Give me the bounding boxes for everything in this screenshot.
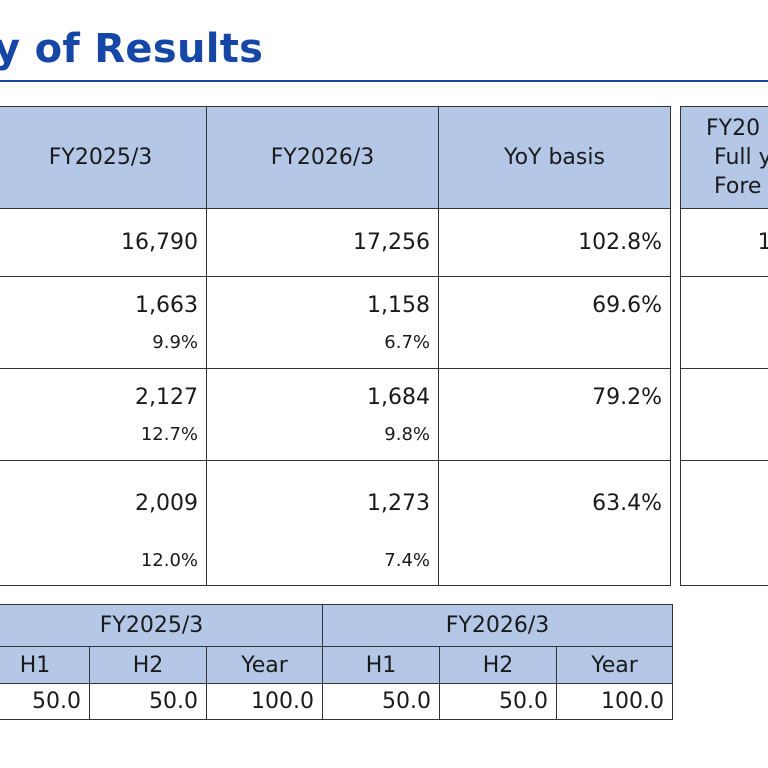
cell-fy2026: 1,273 7.4% <box>206 460 439 586</box>
sub-header-h2: H2 <box>439 646 557 684</box>
cell-fy2026: 1,158 6.7% <box>206 276 439 369</box>
page-title: y of Results <box>0 26 264 72</box>
forecast-header-row: FY20 Full y Fore <box>680 106 768 209</box>
table-row <box>680 460 768 586</box>
margin-pct: 7.4% <box>384 550 430 571</box>
cell-fy2025: 1,663 9.9% <box>0 276 207 369</box>
group-header-fy2026: FY2026/3 <box>322 604 673 647</box>
table-row: 16,790 17,256 102.8% <box>0 208 671 277</box>
cell-forecast <box>680 368 768 461</box>
cell-forecast: 1 <box>680 208 768 277</box>
cell-fy2025: 16,790 <box>0 208 207 277</box>
margin-pct: 9.8% <box>384 424 430 445</box>
margin-pct: 12.0% <box>140 550 198 571</box>
dividend-group-row: FY2025/3 FY2026/3 <box>0 604 673 647</box>
title-divider <box>0 80 768 82</box>
col-header-fy2025: FY2025/3 <box>0 106 207 209</box>
col-header-forecast: FY20 Full y Fore <box>680 106 768 209</box>
table-row: 2,127 12.7% 1,684 9.8% 79.2% <box>0 368 671 461</box>
cell-forecast <box>680 276 768 369</box>
cell-fy2025: 2,009 12.0% <box>0 460 207 586</box>
table-row <box>680 368 768 461</box>
cell-dividend: 50.0 <box>89 683 207 720</box>
sub-header-h1: H1 <box>0 646 90 684</box>
table-row <box>680 276 768 369</box>
table-row: 2,009 12.0% 1,273 7.4% 63.4% <box>0 460 671 586</box>
col-header-yoy: YoY basis <box>438 106 671 209</box>
dividend-table: FY2025/3 FY2026/3 H1 H2 Year H1 H2 Year … <box>0 604 673 720</box>
cell-fy2025: 2,127 12.7% <box>0 368 207 461</box>
cell-yoy: 63.4% <box>438 460 671 586</box>
margin-pct: 12.7% <box>140 424 198 445</box>
cell-dividend: 50.0 <box>439 683 557 720</box>
cell-yoy: 79.2% <box>438 368 671 461</box>
results-table: FY2025/3 FY2026/3 YoY basis 16,790 17,25… <box>0 106 671 586</box>
cell-fy2026: 1,684 9.8% <box>206 368 439 461</box>
table-row: 1,663 9.9% 1,158 6.7% 69.6% <box>0 276 671 369</box>
col-header-fy2026: FY2026/3 <box>206 106 439 209</box>
cell-fy2026: 17,256 <box>206 208 439 277</box>
sub-header-h2: H2 <box>89 646 207 684</box>
cell-dividend: 50.0 <box>0 683 90 720</box>
cell-forecast <box>680 460 768 586</box>
sub-header-year: Year <box>206 646 323 684</box>
cell-dividend: 100.0 <box>206 683 323 720</box>
cell-yoy: 69.6% <box>438 276 671 369</box>
sub-header-h1: H1 <box>322 646 440 684</box>
margin-pct: 9.9% <box>152 332 198 353</box>
forecast-table: FY20 Full y Fore 1 <box>680 106 768 586</box>
results-header-row: FY2025/3 FY2026/3 YoY basis <box>0 106 671 209</box>
table-row: 50.0 50.0 100.0 50.0 50.0 100.0 <box>0 683 673 720</box>
sub-header-year: Year <box>556 646 673 684</box>
cell-yoy: 102.8% <box>438 208 671 277</box>
dividend-sub-row: H1 H2 Year H1 H2 Year <box>0 646 673 684</box>
table-row: 1 <box>680 208 768 277</box>
cell-dividend: 100.0 <box>556 683 673 720</box>
margin-pct: 6.7% <box>384 332 430 353</box>
cell-dividend: 50.0 <box>322 683 440 720</box>
group-header-fy2025: FY2025/3 <box>0 604 323 647</box>
